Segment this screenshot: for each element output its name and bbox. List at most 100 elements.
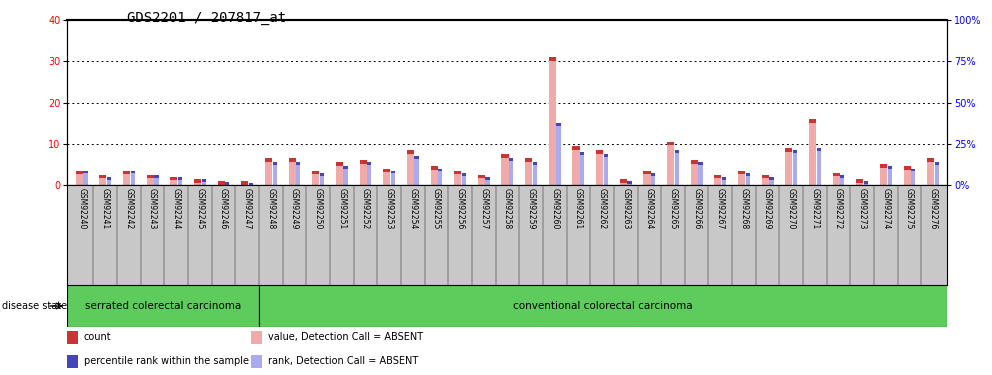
- Bar: [312, 171, 319, 174]
- Bar: [241, 181, 248, 184]
- Text: GSM92272: GSM92272: [834, 188, 843, 229]
- Bar: [454, 171, 461, 174]
- Bar: [75, 171, 82, 174]
- Bar: [667, 142, 675, 146]
- Bar: [667, 142, 675, 185]
- Bar: [675, 150, 679, 153]
- Text: GSM92241: GSM92241: [101, 188, 110, 229]
- Bar: [297, 162, 301, 165]
- Bar: [864, 181, 868, 185]
- Text: GSM92274: GSM92274: [881, 188, 891, 230]
- Text: GSM92263: GSM92263: [621, 188, 630, 230]
- Text: count: count: [84, 332, 111, 342]
- Bar: [454, 171, 461, 185]
- Bar: [793, 150, 798, 153]
- Text: GSM92254: GSM92254: [409, 188, 418, 230]
- Bar: [832, 172, 840, 176]
- Bar: [596, 150, 603, 185]
- Text: disease state: disease state: [2, 301, 67, 311]
- Bar: [722, 177, 726, 185]
- Bar: [265, 158, 272, 185]
- Bar: [856, 179, 863, 185]
- Bar: [816, 148, 820, 151]
- Bar: [194, 179, 201, 183]
- Bar: [651, 172, 656, 176]
- Text: GSM92269: GSM92269: [763, 188, 772, 230]
- Text: GSM92262: GSM92262: [597, 188, 606, 229]
- Bar: [312, 171, 319, 185]
- Bar: [343, 166, 348, 170]
- Bar: [259, 285, 947, 327]
- Text: GSM92242: GSM92242: [124, 188, 134, 229]
- Bar: [840, 175, 844, 185]
- Bar: [644, 171, 651, 185]
- Bar: [123, 171, 130, 185]
- Text: GSM92268: GSM92268: [739, 188, 748, 229]
- Bar: [533, 162, 537, 185]
- Bar: [644, 171, 651, 174]
- Bar: [620, 179, 627, 185]
- Bar: [249, 183, 253, 185]
- Bar: [383, 168, 390, 185]
- Bar: [147, 175, 154, 185]
- Bar: [557, 123, 560, 126]
- Bar: [746, 172, 750, 176]
- Bar: [485, 177, 490, 185]
- Bar: [604, 154, 608, 185]
- Text: value, Detection Call = ABSENT: value, Detection Call = ABSENT: [268, 332, 423, 342]
- Bar: [407, 150, 414, 185]
- Bar: [131, 171, 135, 174]
- Text: conventional colorectal carcinoma: conventional colorectal carcinoma: [514, 301, 693, 311]
- Bar: [769, 177, 774, 180]
- Text: GSM92253: GSM92253: [385, 188, 394, 230]
- Bar: [832, 172, 840, 185]
- Bar: [769, 177, 774, 185]
- Bar: [604, 154, 608, 157]
- Text: GSM92270: GSM92270: [787, 188, 796, 230]
- Bar: [793, 150, 798, 185]
- Bar: [762, 175, 769, 185]
- Text: GSM92275: GSM92275: [905, 188, 914, 230]
- Bar: [391, 171, 395, 185]
- Bar: [461, 172, 466, 185]
- Bar: [698, 162, 702, 165]
- Text: GSM92247: GSM92247: [243, 188, 252, 230]
- Bar: [928, 158, 934, 185]
- Bar: [762, 175, 769, 178]
- Bar: [572, 146, 579, 185]
- Bar: [525, 158, 533, 162]
- Bar: [201, 179, 205, 182]
- Bar: [83, 171, 87, 185]
- Bar: [627, 181, 632, 185]
- Bar: [690, 160, 697, 164]
- Bar: [336, 162, 343, 185]
- Bar: [572, 146, 579, 150]
- Text: serrated colerectal carcinoma: serrated colerectal carcinoma: [85, 301, 241, 311]
- Bar: [509, 158, 513, 161]
- Bar: [289, 158, 296, 185]
- Bar: [67, 355, 78, 368]
- Bar: [651, 172, 656, 185]
- Bar: [407, 150, 414, 154]
- Text: GSM92251: GSM92251: [337, 188, 346, 229]
- Bar: [251, 331, 262, 344]
- Bar: [319, 172, 324, 185]
- Bar: [383, 168, 390, 172]
- Bar: [746, 172, 750, 185]
- Bar: [83, 171, 87, 174]
- Bar: [934, 162, 939, 185]
- Text: GSM92271: GSM92271: [810, 188, 819, 229]
- Bar: [549, 57, 556, 185]
- Bar: [888, 166, 892, 185]
- Bar: [415, 156, 419, 159]
- Bar: [75, 171, 82, 185]
- Bar: [194, 179, 201, 185]
- Bar: [557, 123, 560, 185]
- Text: GSM92248: GSM92248: [267, 188, 276, 229]
- Bar: [620, 179, 627, 183]
- Bar: [596, 150, 603, 154]
- Bar: [502, 154, 509, 158]
- Bar: [675, 150, 679, 185]
- Bar: [217, 181, 225, 185]
- Text: GSM92267: GSM92267: [716, 188, 725, 230]
